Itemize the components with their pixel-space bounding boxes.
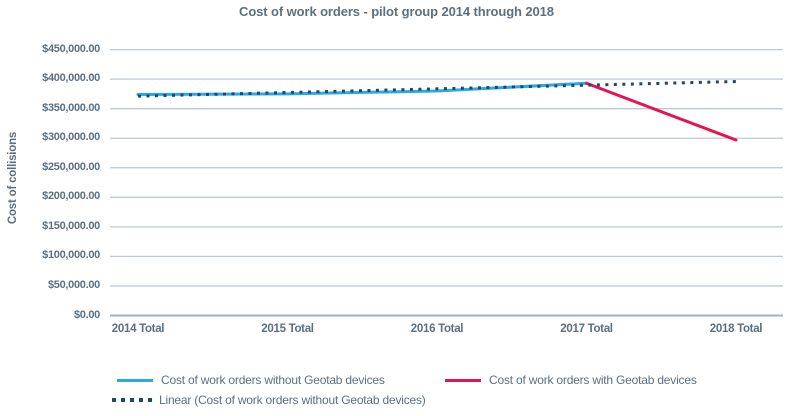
x-tick-label: 2016 Total: [410, 323, 464, 335]
series-line: [585, 81, 738, 142]
x-tick-label: 2014 Total: [111, 323, 165, 335]
y-tick-label: $350,000.00: [42, 101, 100, 114]
x-tick-label: 2018 Total: [709, 323, 763, 335]
y-tick-label: $100,000.00: [42, 249, 100, 262]
chart-title: Cost of work orders - pilot group 2014 t…: [239, 4, 554, 19]
y-tick-label: $200,000.00: [42, 190, 100, 203]
legend-label-without-geotab: Cost of work orders without Geotab devic…: [161, 373, 385, 387]
legend-swatch-blue-line: [117, 378, 153, 382]
legend-item-with-geotab: Cost of work orders with Geotab devices: [445, 373, 697, 387]
y-tick-label: $300,000.00: [42, 131, 100, 144]
series-line: [137, 80, 737, 98]
y-tick-label: $150,000.00: [42, 219, 100, 232]
legend-swatch-red-line: [445, 378, 481, 382]
series-line: [136, 81, 588, 97]
y-tick-label: $400,000.00: [42, 72, 100, 85]
y-tick-label: $450,000.00: [42, 42, 100, 55]
y-tick-label: $50,000.00: [47, 278, 100, 291]
y-tick-label: $0.00: [73, 308, 100, 321]
y-tick-label: $250,000.00: [42, 160, 100, 173]
legend-label-with-geotab: Cost of work orders with Geotab devices: [489, 373, 697, 387]
legend-label-linear-trend: Linear (Cost of work orders without Geot…: [159, 393, 426, 407]
legend-swatch-dotted-line: [112, 398, 156, 402]
legend-item-without-geotab: Cost of work orders without Geotab devic…: [117, 373, 385, 387]
x-tick-label: 2017 Total: [560, 323, 613, 335]
legend-item-linear-trend: Linear (Cost of work orders without Geot…: [112, 393, 426, 407]
x-tick-label: 2015 Total: [261, 323, 314, 335]
